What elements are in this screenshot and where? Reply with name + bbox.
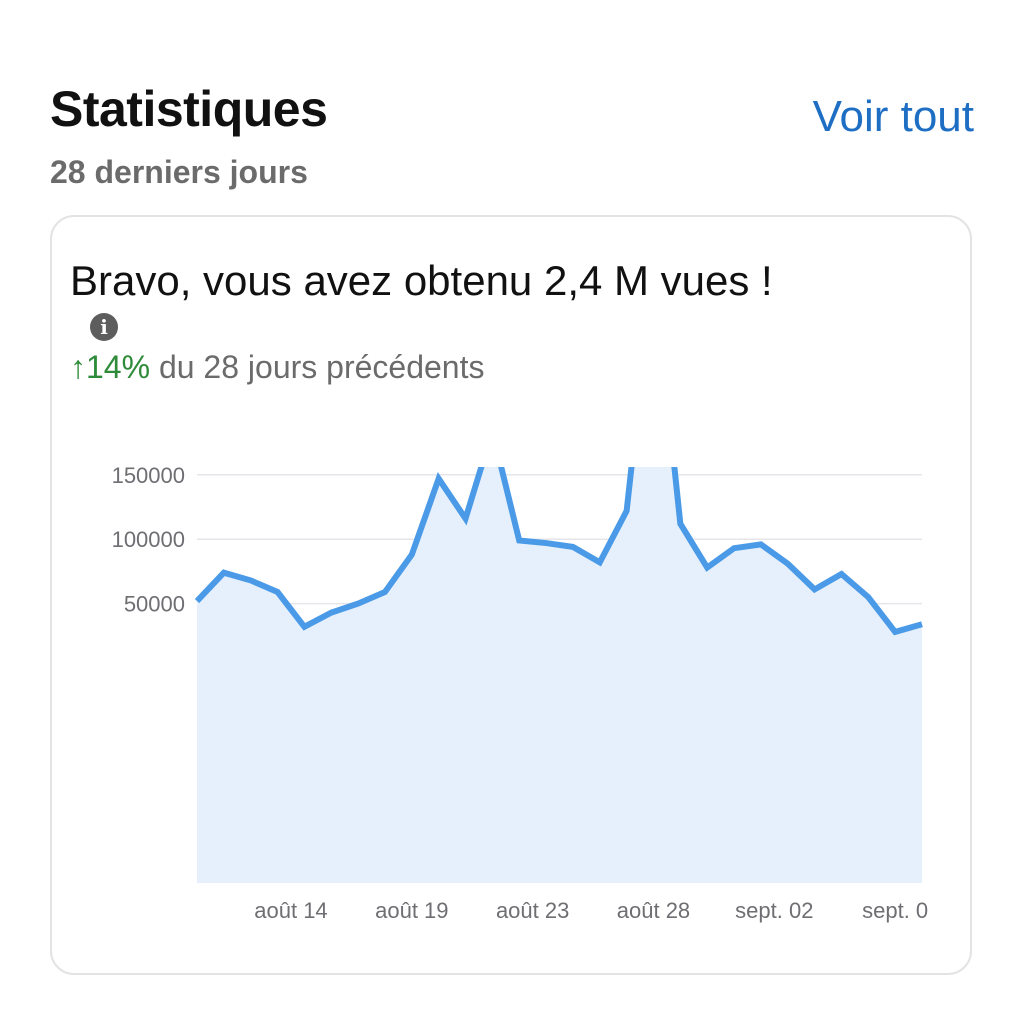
x-tick-label: août 19: [375, 898, 448, 923]
page-subtitle: 28 derniers jours: [50, 154, 308, 190]
x-tick-label: août 23: [496, 898, 569, 923]
see-all-link[interactable]: Voir tout: [812, 92, 974, 141]
y-tick-label: 100000: [112, 527, 185, 552]
stats-card[interactable]: Bravo, vous avez obtenu 2,4 M vues ! i ↑…: [50, 215, 972, 975]
trend-text: du 28 jours précédents: [150, 349, 485, 385]
views-line: [194, 467, 923, 636]
page-title: Statistiques: [50, 81, 328, 137]
card-headline: Bravo, vous avez obtenu 2,4 M vues !: [70, 257, 773, 304]
views-area: [197, 467, 922, 883]
x-tick-label: août 14: [254, 898, 327, 923]
y-tick-label: 50000: [124, 592, 185, 617]
y-tick-label: 150000: [112, 467, 185, 488]
x-tick-label: sept. 0: [862, 898, 928, 923]
trend-value: ↑14%: [70, 349, 151, 385]
trend-row: ↑14% du 28 jours précédents: [70, 349, 484, 386]
x-tick-label: sept. 02: [735, 898, 813, 923]
x-tick-label: août 28: [617, 898, 690, 923]
views-chart: 50000100000150000200000250000300000août …: [112, 467, 928, 923]
info-icon[interactable]: i: [90, 313, 118, 341]
